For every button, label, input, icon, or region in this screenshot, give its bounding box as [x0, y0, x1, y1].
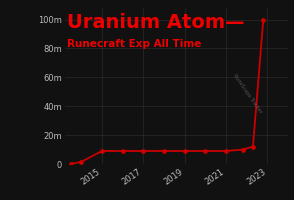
- Text: Runecraft Exp All Time: Runecraft Exp All Time: [67, 39, 201, 49]
- Point: [224, 149, 228, 153]
- Point: [250, 145, 255, 148]
- Text: Uranium Atom—: Uranium Atom—: [67, 13, 244, 32]
- Point: [203, 149, 208, 153]
- Point: [261, 18, 266, 21]
- Point: [141, 149, 146, 153]
- Point: [182, 149, 187, 153]
- Point: [240, 148, 245, 151]
- Point: [120, 149, 125, 153]
- Point: [100, 149, 104, 153]
- Point: [79, 160, 83, 163]
- Point: [162, 149, 166, 153]
- Point: [69, 162, 73, 166]
- Text: RuneScape Tracker: RuneScape Tracker: [233, 73, 263, 114]
